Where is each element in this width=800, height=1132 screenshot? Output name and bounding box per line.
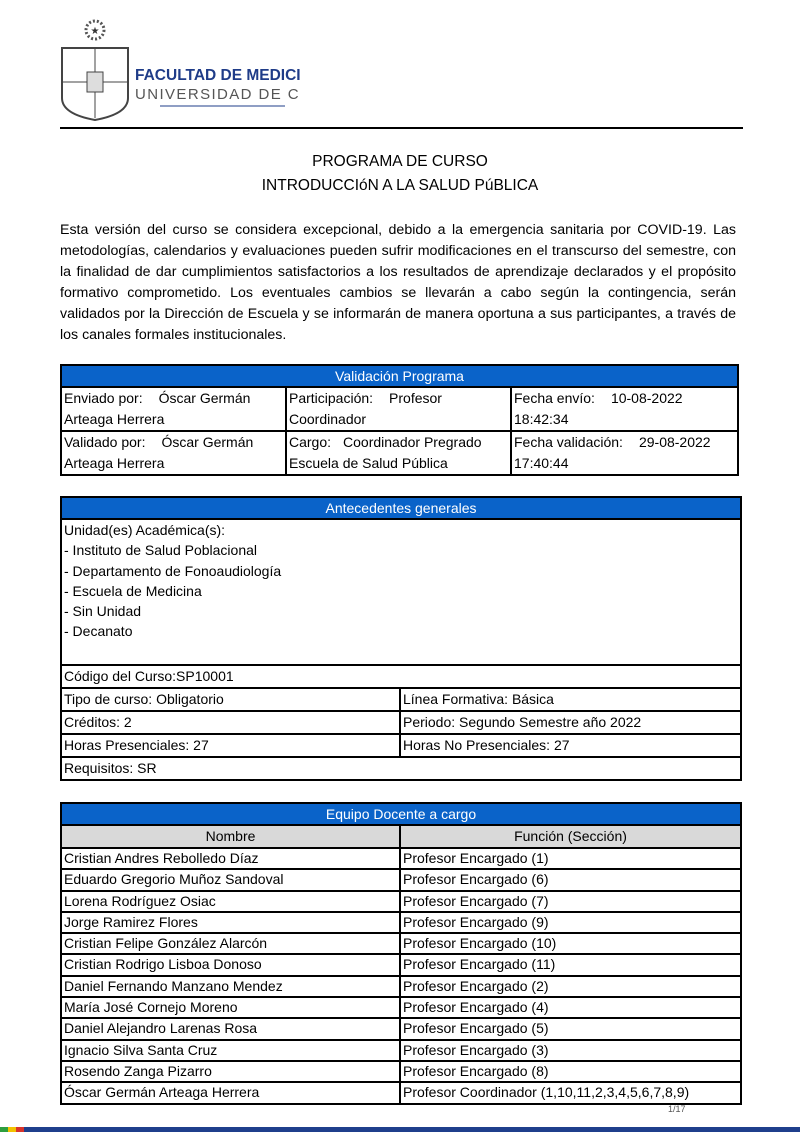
member-name: Cristian Rodrigo Lisboa Donoso (60, 953, 401, 977)
member-name: Rosendo Zanga Pizarro (60, 1059, 401, 1084)
column-header-name: Nombre (60, 824, 401, 849)
member-function: Profesor Encargado (8) (399, 1059, 742, 1084)
column-header-function: Función (Sección) (399, 824, 742, 849)
table-row: Eduardo Gregorio Muñoz Sandoval Profesor … (60, 868, 742, 892)
general-info-header: Antecedentes generales (60, 496, 742, 520)
period: Periodo: Segundo Semestre año 2022 (399, 710, 742, 735)
member-name: Eduardo Gregorio Muñoz Sandoval (60, 868, 401, 892)
document-title: PROGRAMA DE CURSO (312, 153, 488, 170)
unit-item: - Departamento de Fonoaudiología (64, 562, 282, 579)
teaching-team-table: Equipo Docente a cargo Nombre Función (Se… (60, 802, 742, 1105)
general-info-table: Antecedentes generales Unidad(es) Académ… (60, 496, 742, 781)
teaching-team-header: Equipo Docente a cargo (60, 802, 742, 826)
table-row: Óscar Germán Arteaga Herrera Profesor Coo… (60, 1081, 742, 1105)
member-name: Ignacio Silva Santa Cruz (60, 1038, 401, 1062)
participation-cell: Participación: Profesor Coordinador (285, 386, 512, 432)
footer-bar (0, 1127, 800, 1132)
sent-by-cell: Enviado por: Óscar Germán Arteaga Herrera (60, 386, 287, 432)
member-function: Profesor Encargado (3) (399, 1038, 742, 1062)
member-function: Profesor Encargado (7) (399, 889, 742, 913)
unit-item: - Sin Unidad (64, 603, 142, 620)
in-person-hours: Horas Presenciales: 27 (60, 733, 401, 758)
member-name: Cristian Andres Rebolledo Díaz (60, 846, 401, 871)
member-name: María José Cornejo Moreno (60, 996, 401, 1020)
member-function: Profesor Encargado (9) (399, 910, 742, 935)
intro-paragraph: Esta versión del curso se considera exce… (60, 222, 736, 343)
member-function: Profesor Encargado (6) (399, 868, 742, 892)
member-function: Profesor Encargado (5) (399, 1017, 742, 1041)
page-number: 1/17 (668, 1104, 686, 1114)
member-name: Óscar Germán Arteaga Herrera (60, 1081, 401, 1105)
sent-date-cell: Fecha envío: 10-08-2022 18:42:34 (509, 386, 740, 432)
member-function: Profesor Encargado (11) (399, 953, 742, 977)
university-crest-icon: ★ FACULTAD DE MEDICINA UNIVERSIDAD DE CH… (61, 19, 337, 122)
svg-text:★: ★ (91, 26, 100, 37)
logo-line2: UNIVERSIDAD DE CHILE (135, 86, 300, 103)
table-row: Rosendo Zanga Pizarro Profesor Encargado … (60, 1059, 742, 1084)
member-name: Daniel Alejandro Larenas Rosa (60, 1017, 401, 1041)
table-row: Cristian Rodrigo Lisboa Donoso Profesor E… (60, 953, 742, 977)
table-row: Cristian Felipe González Alarcón Profesor… (60, 932, 742, 956)
unit-item: - Escuela de Medicina (64, 582, 202, 599)
member-function: Profesor Encargado (2) (399, 974, 742, 999)
table-row: Lorena Rodríguez Osiac Profesor Encargado… (60, 889, 742, 913)
academic-units-cell: Unidad(es) Académica(s): - Instituto de … (60, 518, 742, 666)
table-row: Daniel Fernando Manzano Mendez Profesor E… (60, 974, 742, 999)
formative-line: Línea Formativa: Básica (399, 687, 742, 712)
member-function: Profesor Coordinador (1,10,11,2,3,4,5,6,… (399, 1081, 742, 1105)
table-row: María José Cornejo Moreno Profesor Encarg… (60, 996, 742, 1020)
validated-by-cell: Validado por: Óscar Germán Arteaga Herrera (60, 430, 287, 476)
validation-date-cell: Fecha validación: 29-08-2022 17:40:44 (509, 430, 740, 476)
remote-hours: Horas No Presenciales: 27 (399, 733, 742, 758)
requirements: Requisitos: SR (60, 756, 742, 781)
member-name: Jorge Ramirez Flores (60, 910, 401, 935)
unit-item: - Instituto de Salud Poblacional (64, 542, 258, 559)
course-code: Código del Curso:SP10001 (60, 664, 742, 689)
faculty-logo: ★ FACULTAD DE MEDICINA UNIVERSIDAD DE CH… (60, 14, 337, 122)
course-type: Tipo de curso: Obligatorio (60, 687, 401, 712)
member-name: Lorena Rodríguez Osiac (60, 889, 401, 913)
header-rule (60, 127, 743, 129)
unit-item: - Decanato (64, 623, 133, 640)
table-row: Daniel Alejandro Larenas Rosa Profesor En… (60, 1017, 742, 1041)
logo-line1: FACULTAD DE MEDICINA (135, 67, 300, 84)
member-function: Profesor Encargado (4) (399, 996, 742, 1020)
member-function: Profesor Encargado (10) (399, 932, 742, 956)
table-row: Ignacio Silva Santa Cruz Profesor Encarga… (60, 1038, 742, 1062)
role-cell: Cargo: Coordinador Pregrado Escuela de Sal… (285, 430, 512, 476)
table-row: Jorge Ramirez Flores Profesor Encargado (… (60, 910, 742, 935)
member-function: Profesor Encargado (1) (399, 846, 742, 871)
credits: Créditos: 2 (60, 710, 401, 735)
member-name: Cristian Felipe González Alarcón (60, 932, 401, 956)
member-name: Daniel Fernando Manzano Mendez (60, 974, 401, 999)
table-row: Cristian Andres Rebolledo Díaz Profesor E… (60, 846, 742, 871)
validation-header: Validación Programa (59, 364, 740, 388)
course-title: INTRODUCCIóN A LA SALUD PúBLICA (261, 177, 539, 194)
validation-table: Validación Programa Enviado por: Óscar Ge… (59, 364, 740, 476)
